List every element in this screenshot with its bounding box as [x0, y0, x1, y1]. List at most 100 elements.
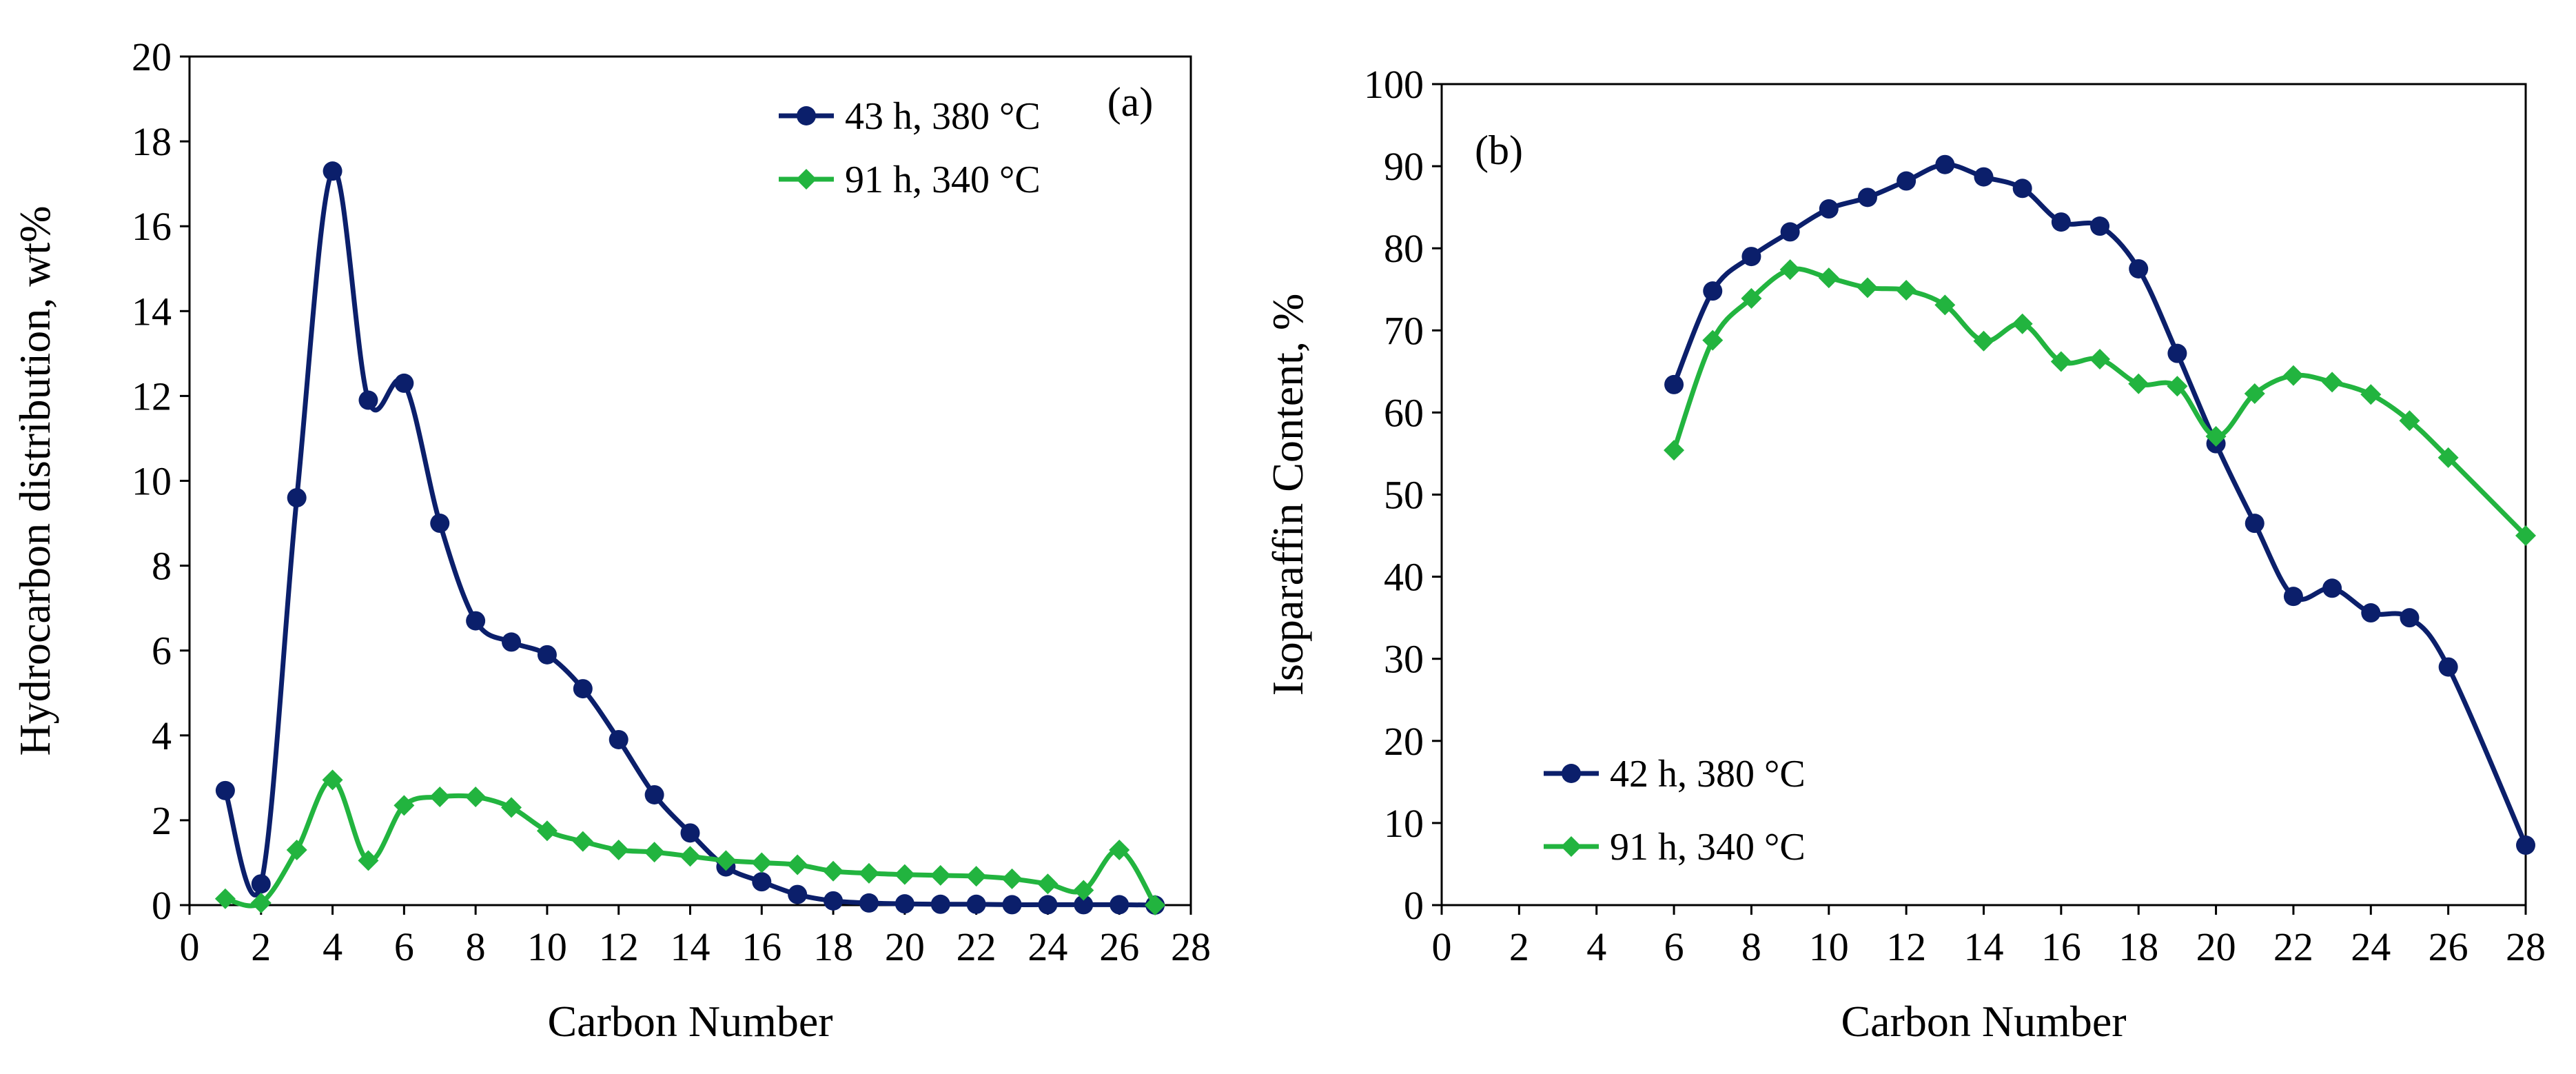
data-point-series-1 — [609, 729, 628, 749]
legend-marker-2 — [796, 169, 817, 190]
data-point-series-2 — [2050, 351, 2072, 372]
panel-label: (b) — [1475, 128, 1523, 173]
x-tick-label: 8 — [466, 924, 486, 969]
data-point-series-1 — [966, 894, 986, 914]
x-tick-label: 16 — [742, 924, 781, 969]
x-tick-label: 2 — [1509, 924, 1529, 969]
data-point-series-1 — [895, 894, 914, 914]
data-point-series-1 — [1038, 895, 1058, 915]
data-point-series-2 — [2322, 372, 2343, 393]
x-tick-label: 6 — [394, 924, 414, 969]
data-point-series-2 — [1934, 294, 1956, 316]
data-point-series-2 — [2167, 376, 2188, 397]
data-point-series-2 — [1857, 277, 1878, 298]
data-point-series-1 — [1002, 895, 1022, 915]
y-axis-title: Isoparaffin Content, % — [1263, 294, 1312, 696]
data-point-series-1 — [1741, 247, 1761, 267]
data-point-series-2 — [2244, 383, 2265, 405]
legend-label-2: 91 h, 340 °C — [845, 159, 1041, 201]
data-point-series-2 — [1741, 287, 1762, 309]
data-point-series-1 — [2167, 343, 2187, 363]
data-point-series-1 — [2245, 514, 2265, 534]
data-point-series-1 — [394, 373, 414, 393]
y-tick-label: 0 — [152, 883, 172, 928]
data-point-series-1 — [1110, 895, 1129, 915]
data-point-series-2 — [1073, 880, 1094, 901]
data-point-series-2 — [286, 839, 307, 860]
data-point-series-2 — [250, 892, 272, 913]
data-point-series-2 — [715, 850, 737, 871]
data-point-series-2 — [2282, 365, 2304, 386]
data-point-series-2 — [751, 852, 773, 873]
x-tick-label: 20 — [885, 924, 925, 969]
data-point-series-1 — [2051, 212, 2071, 232]
data-point-series-2 — [1664, 440, 1685, 461]
x-tick-label: 14 — [671, 924, 711, 969]
data-point-series-2 — [608, 839, 629, 860]
y-tick-label: 10 — [132, 459, 172, 504]
y-tick-label: 60 — [1384, 390, 1424, 435]
legend-marker-2 — [1561, 836, 1582, 857]
y-tick-label: 6 — [152, 629, 172, 673]
x-tick-label: 18 — [813, 924, 853, 969]
data-point-series-2 — [787, 854, 808, 875]
x-tick-label: 22 — [2273, 924, 2313, 969]
y-tick-label: 80 — [1384, 226, 1424, 271]
data-point-series-1 — [2322, 578, 2342, 598]
legend-marker-1 — [797, 106, 816, 125]
data-point-series-2 — [1973, 330, 1994, 352]
data-point-series-1 — [1819, 199, 1839, 219]
data-point-series-1 — [502, 632, 522, 652]
legend-label-1: 43 h, 380 °C — [845, 95, 1041, 138]
data-point-series-1 — [644, 784, 664, 804]
x-tick-label: 26 — [1099, 924, 1139, 969]
data-point-series-1 — [859, 893, 879, 913]
data-point-series-1 — [930, 894, 950, 914]
data-point-series-2 — [965, 866, 987, 887]
y-tick-label: 2 — [152, 798, 172, 843]
x-tick-label: 26 — [2429, 924, 2468, 969]
data-point-series-1 — [287, 488, 307, 508]
data-point-series-2 — [501, 797, 522, 818]
x-tick-label: 12 — [1886, 924, 1926, 969]
data-point-series-1 — [1664, 374, 1684, 394]
x-tick-label: 22 — [957, 924, 996, 969]
data-point-series-2 — [393, 795, 415, 816]
data-point-series-1 — [680, 823, 700, 843]
data-point-series-1 — [752, 872, 772, 892]
data-point-series-1 — [537, 645, 557, 665]
data-point-series-2 — [1818, 267, 1839, 289]
data-point-series-1 — [824, 891, 844, 911]
x-tick-label: 12 — [599, 924, 639, 969]
data-point-series-1 — [2129, 259, 2149, 278]
y-tick-label: 50 — [1384, 473, 1424, 518]
data-point-series-2 — [2205, 425, 2227, 447]
data-point-series-1 — [430, 514, 450, 534]
data-point-series-1 — [323, 161, 343, 181]
data-point-series-2 — [930, 864, 951, 886]
x-axis-title: Carbon Number — [1841, 997, 2126, 1046]
y-tick-label: 14 — [132, 289, 172, 334]
x-tick-label: 10 — [1809, 924, 1849, 969]
data-point-series-2 — [429, 787, 451, 808]
x-tick-label: 6 — [1664, 924, 1684, 969]
data-point-series-2 — [358, 850, 379, 871]
x-tick-label: 4 — [323, 924, 343, 969]
data-point-series-2 — [679, 846, 701, 867]
data-point-series-1 — [1780, 222, 1800, 242]
y-tick-label: 18 — [132, 119, 172, 164]
x-tick-label: 4 — [1586, 924, 1606, 969]
data-point-series-2 — [858, 862, 879, 884]
data-point-series-2 — [2437, 447, 2459, 468]
data-point-series-1 — [251, 874, 271, 894]
data-point-series-1 — [215, 780, 235, 800]
data-point-series-1 — [2012, 179, 2032, 199]
y-tick-label: 70 — [1384, 308, 1424, 353]
data-point-series-1 — [1074, 895, 1094, 915]
data-point-series-2 — [894, 864, 915, 885]
data-point-series-1 — [2090, 216, 2110, 236]
y-tick-label: 12 — [132, 374, 172, 418]
data-point-series-1 — [358, 390, 378, 410]
